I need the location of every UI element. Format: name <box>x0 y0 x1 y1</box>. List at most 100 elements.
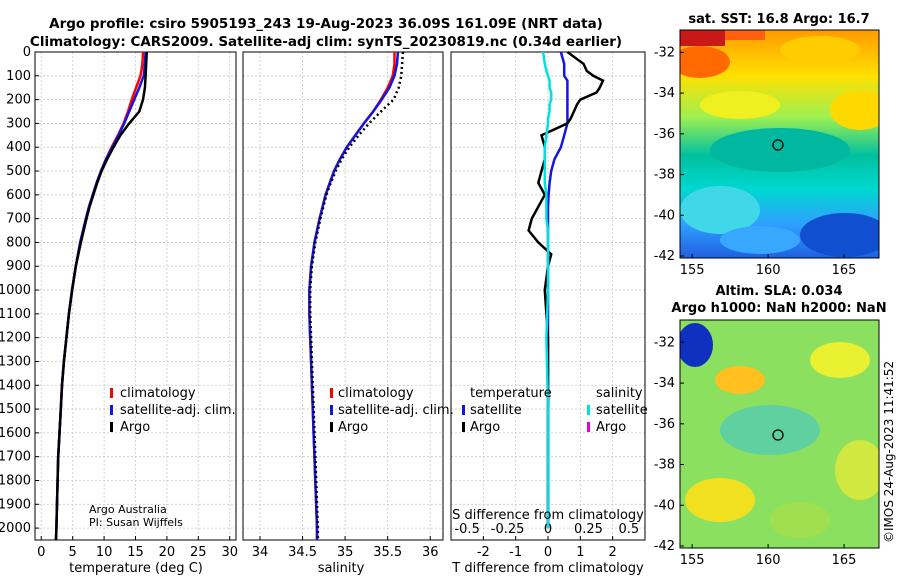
salinity-panel: 34 34.5 35 35.5 36 <box>242 51 444 560</box>
y-tick-label: 600 <box>6 188 31 203</box>
credit-line2: PI: Susan Wijffels <box>89 516 183 529</box>
y-tick-label: 700 <box>6 212 31 227</box>
salinity-legend: climatology satellite-adj. clim. Argo <box>330 386 454 435</box>
sst-map-title: sat. SST: 16.8 Argo: 16.7 <box>688 12 869 27</box>
x-tick-label: 36 <box>422 545 439 560</box>
figure-title-line1: Argo profile: csiro 5905193_243 19-Aug-2… <box>49 16 603 32</box>
sla-map-title-line1: Altim. SLA: 0.034 <box>716 284 843 299</box>
legend-swatch-satellite <box>110 405 113 415</box>
map-y-tick-label: -36 <box>654 127 675 142</box>
legend-swatch-sal-argo <box>587 422 590 432</box>
series-line-argo <box>308 51 405 540</box>
legend-label-satellite: satellite-adj. clim. <box>120 403 236 418</box>
map-y-tick-label: -36 <box>654 417 675 432</box>
x-tick-label: 30 <box>221 545 238 560</box>
legend-label-temp-satellite: satellite <box>470 403 522 418</box>
legend-label-argo: Argo <box>120 420 150 435</box>
map-y-tick-label: -40 <box>654 208 675 223</box>
map-y-tick-label: -38 <box>654 168 675 183</box>
legend-label-climatology: climatology <box>338 386 414 401</box>
top-tick-label: -0.25 <box>491 522 525 537</box>
x-tick-label: -1 <box>509 545 522 560</box>
sst-map: sat. SST: 16.8 Argo: 16.7 155 160 165 -32 -3… <box>654 12 880 278</box>
y-tick-label: 900 <box>6 259 31 274</box>
y-tick-label: 1700 <box>0 450 31 465</box>
legend-swatch-climatology <box>330 388 333 398</box>
series-line-climatology <box>308 52 396 540</box>
x-tick-label: 34 <box>252 545 269 560</box>
legend-title-salinity: salinity <box>596 386 643 401</box>
difference-panel: -2 -1 0 1 2 -0.5 -0.25 0 0.25 0.5 <box>450 50 646 560</box>
map-x-tick-label: 155 <box>680 263 705 278</box>
y-tick-label: 1600 <box>0 426 31 441</box>
y-tick-label: 1900 <box>0 497 31 512</box>
difference-legend: temperature satellite Argo salinity sate… <box>462 386 648 435</box>
x-tick-label: 2 <box>609 545 617 560</box>
x-tick-label: 15 <box>127 545 144 560</box>
sst-float-marker <box>772 139 784 151</box>
map-y-tick-label: -32 <box>654 45 675 60</box>
map-x-tick-label: 165 <box>832 263 857 278</box>
sla-float-marker <box>772 429 784 441</box>
map-x-tick-label: 155 <box>680 553 705 568</box>
y-tick-label: 1100 <box>0 307 31 322</box>
top-tick-label: 0.5 <box>618 522 639 537</box>
difference-xlabel: T difference from climatology <box>451 561 644 576</box>
legend-label-argo: Argo <box>338 420 368 435</box>
x-tick-label: 5 <box>69 545 77 560</box>
y-tick-label: 200 <box>6 93 31 108</box>
series-line-salinity-satellite <box>541 51 553 529</box>
y-tick-label: 100 <box>6 69 31 84</box>
timestamp-watermark: ©IMOS 24-Aug-2023 11:41:52 <box>882 361 896 543</box>
y-tick-label: 1500 <box>0 402 31 417</box>
top-tick-label: 0 <box>544 522 552 537</box>
x-tick-label: 35.5 <box>373 545 402 560</box>
legend-label-satellite: satellite-adj. clim. <box>338 403 454 418</box>
series-line-climatology <box>54 51 145 541</box>
map-y-tick-label: -42 <box>654 249 675 264</box>
map-x-tick-label: 160 <box>756 263 781 278</box>
map-x-tick-label: 160 <box>756 553 781 568</box>
salinity-xlabel: salinity <box>318 561 365 576</box>
x-tick-label: 10 <box>96 545 113 560</box>
x-tick-label: 35 <box>337 545 354 560</box>
series-line-satellite-adj-clim- <box>54 51 147 541</box>
figure-title-line2: Climatology: CARS2009. Satellite-adj cli… <box>30 34 622 50</box>
legend-swatch-sal-satellite <box>587 405 590 415</box>
x-tick-label: 0 <box>37 545 45 560</box>
x-tick-label: 20 <box>159 545 176 560</box>
y-tick-label: 1300 <box>0 354 31 369</box>
plot-frame <box>242 51 444 541</box>
x-tick-label: 0 <box>544 545 552 560</box>
map-y-tick-label: -42 <box>654 539 675 554</box>
x-tick-label: -2 <box>477 545 490 560</box>
map-y-tick-label: -38 <box>654 458 675 473</box>
legend-label-sal-argo: Argo <box>596 420 626 435</box>
x-tick-label: 34.5 <box>288 545 317 560</box>
temperature-panel: 0 5 10 15 20 25 300100200300400500600700800900… <box>0 45 238 560</box>
credit-line1: Argo Australia <box>89 503 167 516</box>
temperature-xlabel: temperature (deg C) <box>69 561 203 576</box>
top-tick-label: 0.25 <box>574 522 603 537</box>
legend-label-climatology: climatology <box>120 386 196 401</box>
y-tick-label: 500 <box>6 164 31 179</box>
legend-swatch-argo <box>110 422 113 432</box>
legend-swatch-argo <box>330 422 333 432</box>
x-tick-label: 25 <box>190 545 207 560</box>
map-y-tick-label: -34 <box>654 86 675 101</box>
legend-swatch-temp-argo <box>462 422 465 432</box>
y-tick-label: 1400 <box>0 378 31 393</box>
y-tick-label: 2000 <box>0 521 31 536</box>
y-tick-label: 0 <box>23 45 31 60</box>
series-line-satellite-adj-clim- <box>308 51 400 540</box>
y-tick-label: 300 <box>6 116 31 131</box>
legend-swatch-temp-satellite <box>462 405 465 415</box>
sla-map-title-line2: Argo h1000: NaN h2000: NaN <box>671 301 886 316</box>
legend-swatch-satellite <box>330 405 333 415</box>
y-tick-label: 1200 <box>0 331 31 346</box>
map-y-tick-label: -34 <box>654 376 675 391</box>
map-y-tick-label: -40 <box>654 498 675 513</box>
map-x-tick-label: 165 <box>832 553 857 568</box>
legend-title-temperature: temperature <box>470 386 552 401</box>
y-tick-label: 1000 <box>0 283 31 298</box>
